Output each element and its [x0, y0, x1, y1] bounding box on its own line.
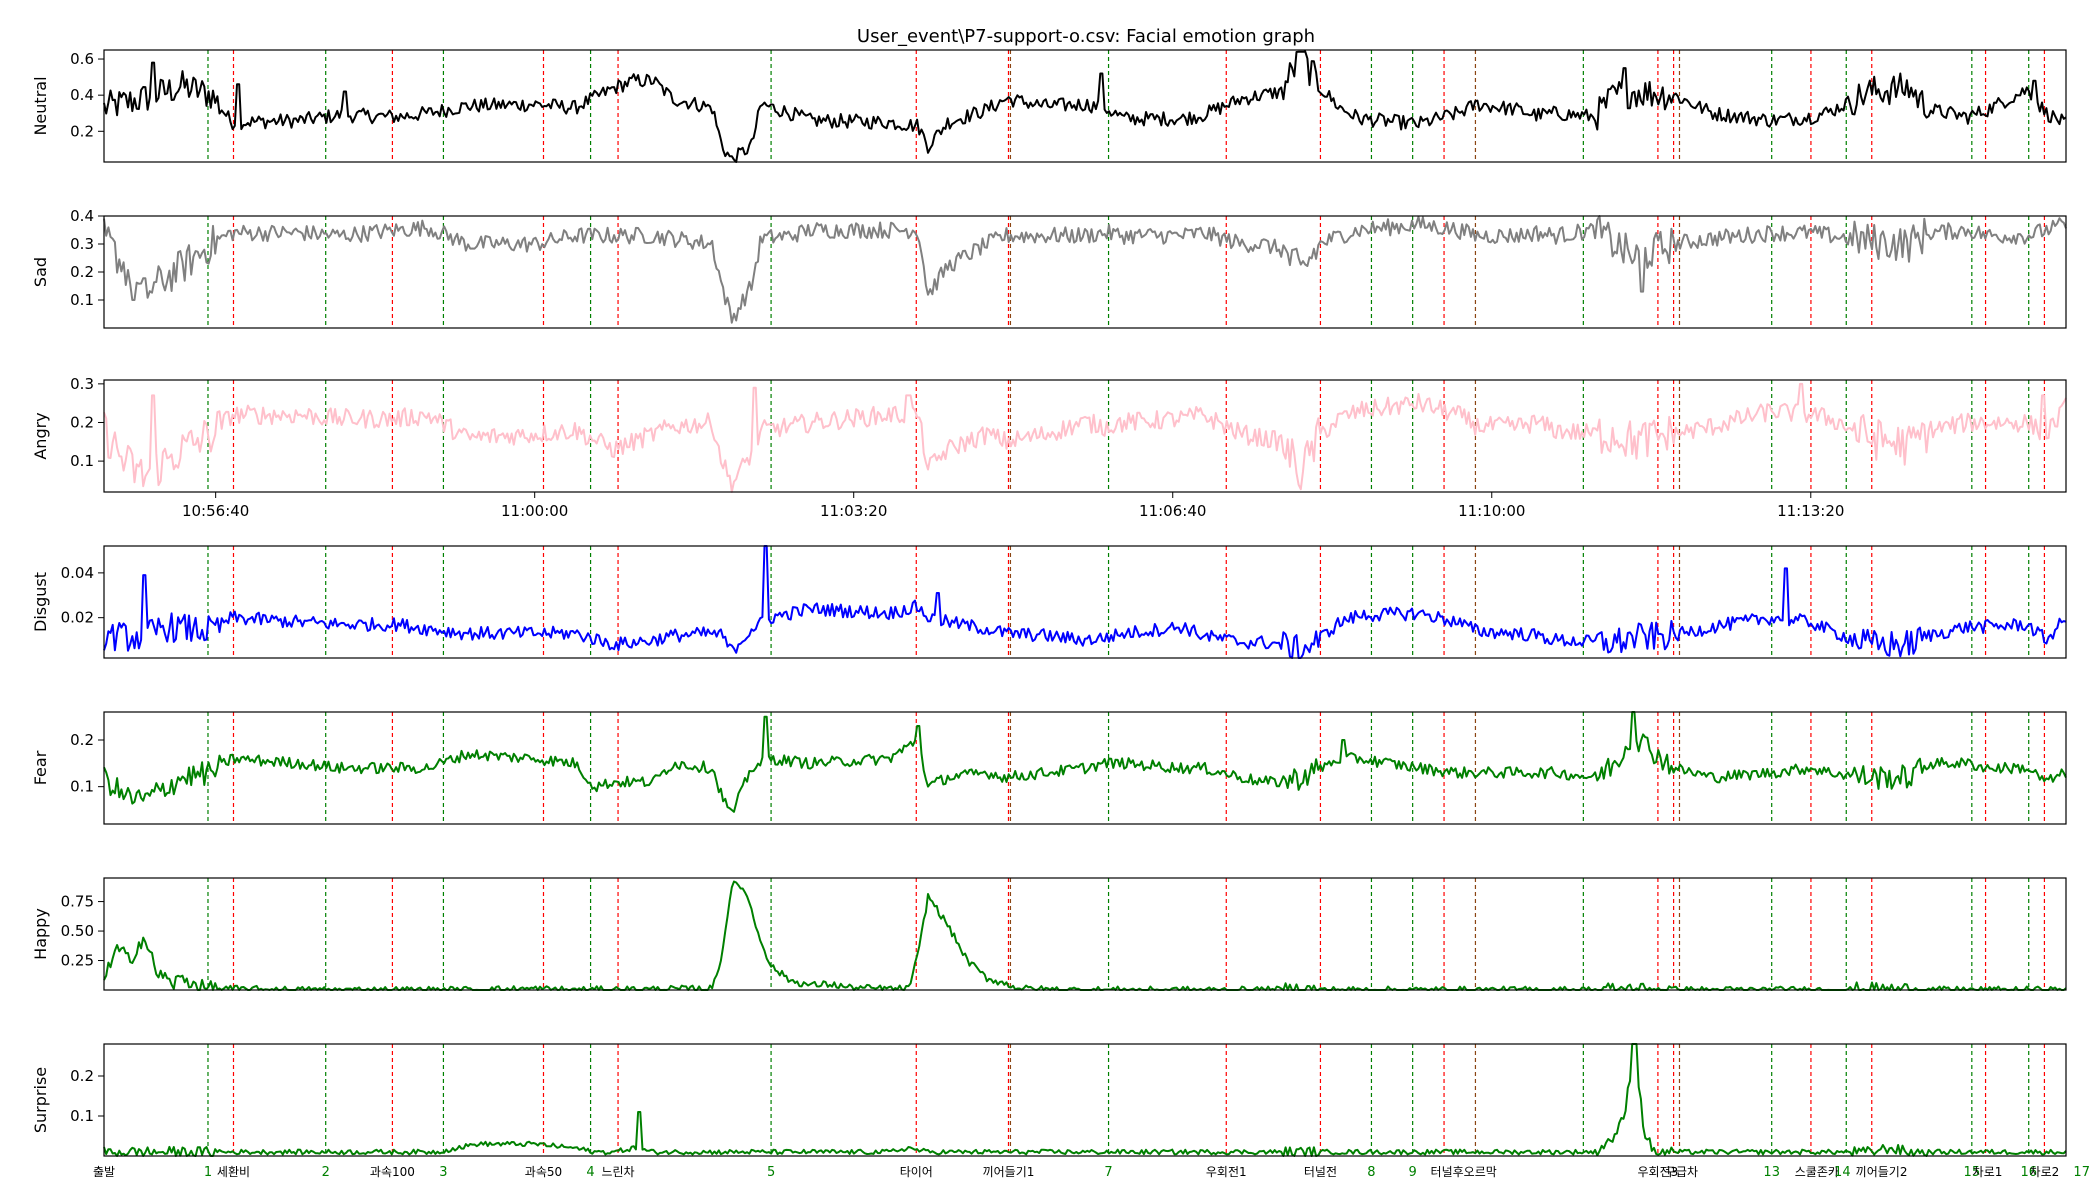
y-axis-label: Happy	[31, 908, 50, 960]
event-label: 2	[322, 1165, 330, 1180]
y-axis-label: Surprise	[31, 1067, 50, 1133]
event-label: 17	[2073, 1165, 2090, 1180]
panel-frame	[103, 379, 2067, 493]
panel-frame	[103, 49, 2067, 163]
y-tick-label: 0.1	[70, 1107, 94, 1125]
x-tick-label: 11:03:20	[820, 502, 887, 520]
x-tick-label: 11:13:20	[1777, 502, 1844, 520]
event-label: 5	[767, 1165, 775, 1180]
series-line	[103, 545, 2067, 659]
event-label-row: 출발 1 세환비 2 과속100 3 과속50 4 느린차 5 타이어 끼어들기1 7 우회전1 터널전 8 9…	[93, 1165, 2090, 1180]
event-label: 차로1	[1973, 1165, 2003, 1179]
panel-disgust: 0.02 0.04 Disgust	[31, 545, 2067, 659]
figure-title: User_event\P7-support-o.csv: Facial emot…	[857, 26, 1315, 47]
panel-frame	[103, 877, 2067, 991]
panel-sad: 0.1 0.2 0.3 0.4 Sad	[31, 207, 2067, 329]
event-label: 터널후오르막	[1431, 1165, 1497, 1179]
y-tick-label: 0.1	[70, 452, 94, 470]
event-label: 8	[1367, 1165, 1375, 1180]
event-label: 우회전3	[1638, 1165, 1679, 1179]
event-label: 14	[1834, 1165, 1851, 1180]
panel-fear: 0.1 0.2 Fear	[31, 711, 2067, 825]
event-label: 3	[439, 1165, 447, 1180]
panel-frame	[103, 1043, 2067, 1157]
time-axis: 10:56:40 11:00:00 11:03:20 11:06:40 11:10:00…	[182, 492, 1844, 520]
event-label: 구급차	[1665, 1165, 1698, 1179]
y-tick-label: 0.2	[70, 122, 94, 140]
y-tick-label: 0.6	[70, 50, 94, 68]
event-label: 우회전1	[1206, 1165, 1247, 1179]
y-axis-label: Fear	[31, 750, 50, 785]
event-label: 출발	[93, 1165, 115, 1179]
event-label: 스쿨존카	[1795, 1165, 1839, 1179]
event-label: 과속100	[370, 1165, 415, 1179]
series-line	[103, 382, 2067, 493]
event-label: 4	[586, 1165, 594, 1180]
y-tick-label: 0.02	[61, 609, 94, 627]
y-tick-label: 0.1	[70, 291, 94, 309]
y-tick-label: 0.3	[70, 375, 94, 393]
event-label: 터널전	[1304, 1165, 1337, 1179]
series-line	[103, 50, 2067, 163]
y-tick-label: 0.4	[70, 86, 94, 104]
y-tick-label: 0.04	[61, 564, 94, 582]
series-line	[103, 215, 2067, 324]
event-label: 끼어들기2	[1856, 1165, 1908, 1179]
event-label: 9	[1409, 1165, 1417, 1180]
y-tick-label: 0.2	[70, 731, 94, 749]
event-label: 7	[1104, 1165, 1112, 1180]
panel-happy: 0.25 0.50 0.75 Happy	[31, 877, 2067, 991]
y-axis-label: Sad	[31, 257, 50, 287]
panel-angry: 0.1 0.2 0.3 Angry	[31, 375, 2067, 493]
x-tick-label: 11:00:00	[501, 502, 568, 520]
y-tick-label: 0.25	[61, 952, 94, 970]
x-tick-label: 11:10:00	[1458, 502, 1525, 520]
x-tick-label: 10:56:40	[182, 502, 249, 520]
series-line	[103, 1043, 2067, 1157]
y-tick-label: 0.2	[70, 1067, 94, 1085]
event-label: 13	[1763, 1165, 1780, 1180]
panel-frame	[103, 711, 2067, 825]
event-label: 차로2	[2030, 1165, 2060, 1179]
series-line	[103, 711, 2067, 813]
y-tick-label: 0.50	[61, 922, 94, 940]
event-label: 15	[1964, 1165, 1981, 1180]
y-tick-label: 0.75	[61, 893, 94, 911]
event-label: 과속50	[525, 1165, 562, 1179]
event-label: 세환비	[217, 1165, 250, 1179]
emotion-panels: 0.2 0.4 0.6 Neutral 0.1 0.2 0.3 0.4 Sad 0.1 0.2 0.3…	[31, 49, 2067, 1157]
x-tick-label: 11:06:40	[1139, 502, 1206, 520]
panel-surprise: 0.1 0.2 Surprise	[31, 1043, 2067, 1157]
y-tick-label: 0.2	[70, 263, 94, 281]
y-axis-label: Neutral	[31, 76, 50, 135]
panel-neutral: 0.2 0.4 0.6 Neutral	[31, 49, 2067, 163]
event-label: 타이어	[900, 1165, 933, 1179]
y-axis-label: Angry	[31, 412, 50, 459]
event-label: 끼어들기1	[983, 1165, 1035, 1179]
y-tick-label: 0.4	[70, 207, 94, 225]
y-tick-label: 0.3	[70, 235, 94, 253]
y-axis-label: Disgust	[31, 572, 50, 632]
event-label: 1	[204, 1165, 212, 1180]
y-tick-label: 0.2	[70, 413, 94, 431]
panel-frame	[103, 545, 2067, 659]
event-label: 느린차	[601, 1165, 634, 1179]
y-tick-label: 0.1	[70, 778, 94, 796]
event-label: 16	[2020, 1165, 2037, 1180]
